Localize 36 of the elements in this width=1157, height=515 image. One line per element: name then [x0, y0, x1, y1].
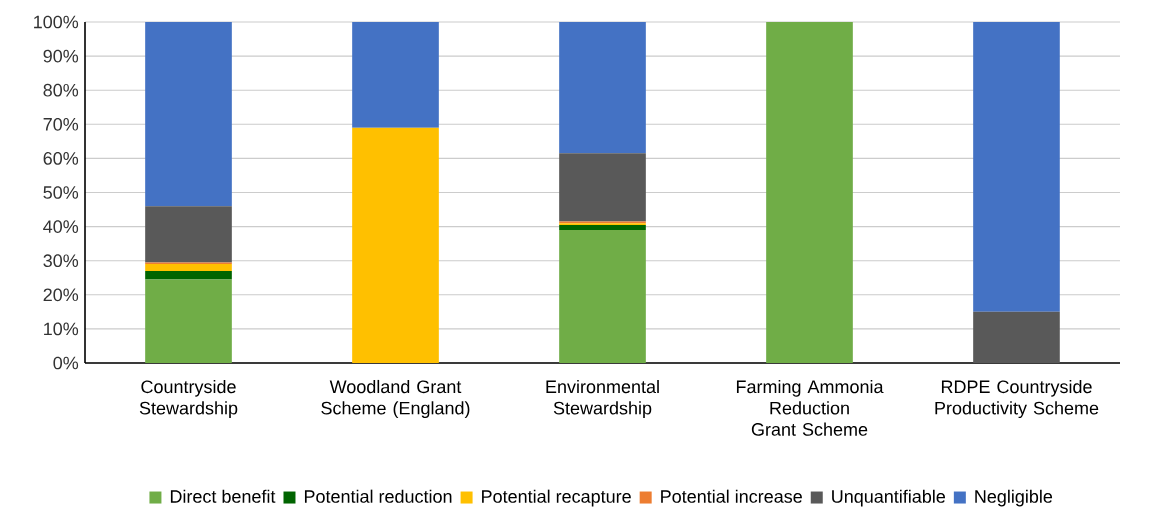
x-tick-label: Environmental Stewardship	[546, 379, 659, 419]
x-tick-label: Woodland Grant Scheme (England)	[321, 379, 470, 419]
legend-label: Negligible	[975, 489, 1053, 507]
legend-label: Unquantifiable	[832, 489, 946, 507]
bar	[766, 22, 853, 363]
y-tick-label: 10%	[44, 322, 79, 336]
bar	[559, 22, 646, 154]
bar	[352, 127, 439, 363]
legend-label: Potential increase	[661, 489, 802, 503]
y-tick-label: 60%	[43, 152, 79, 165]
y-tick-label: 20%	[43, 288, 79, 302]
legend-label: Direct benefit	[170, 489, 276, 503]
bar	[145, 22, 232, 207]
bar	[145, 206, 232, 263]
y-tick-label: 90%	[43, 49, 79, 63]
legend-label: Potential recapture	[482, 489, 631, 507]
bar	[559, 153, 646, 222]
bar	[559, 224, 646, 231]
bar	[352, 22, 439, 128]
bar	[973, 22, 1060, 312]
y-tick-label: 100%	[34, 15, 79, 29]
bar	[145, 264, 232, 271]
y-tick-label: 40%	[43, 220, 79, 233]
legend-label: Potential reduction	[304, 489, 452, 503]
x-tick-label: RDPE Countryside Productivity Scheme	[935, 379, 1099, 419]
bar	[145, 270, 232, 280]
bar	[559, 230, 646, 363]
y-tick-label: 70%	[43, 117, 79, 131]
bar	[145, 279, 232, 363]
x-tick-label: Farming Ammonia Reduction Grant Scheme	[736, 379, 884, 436]
y-tick-label: 30%	[43, 254, 79, 268]
x-tick-label: Countryside Stewardship	[139, 379, 238, 419]
y-tick-label: 80%	[43, 83, 79, 97]
y-tick-label: 50%	[43, 186, 79, 199]
y-tick-label: 0%	[53, 356, 79, 370]
bar	[973, 311, 1060, 363]
